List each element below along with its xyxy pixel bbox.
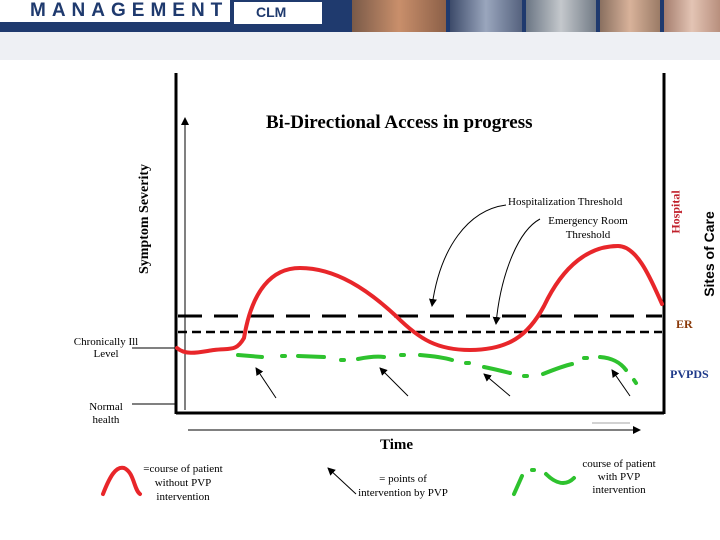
arrow-icon bbox=[327, 467, 357, 495]
normal-health-label: Normal health bbox=[89, 401, 123, 426]
intervention-arrows bbox=[255, 367, 631, 399]
legend-with-pvp: course of patient with PVP intervention bbox=[582, 458, 656, 496]
hospitalization-pointer bbox=[428, 204, 507, 307]
red-curve-icon bbox=[101, 465, 142, 496]
chronic-level-label: Chronically Ill Level bbox=[73, 336, 139, 360]
clinic-photo bbox=[526, 0, 596, 32]
er-site-label: ER bbox=[676, 317, 693, 331]
pvpds-site-label: PVPDS bbox=[670, 367, 709, 381]
hospital-site-label: Hospital bbox=[668, 190, 683, 234]
header-banner: MANAGEMENT CLM bbox=[0, 0, 720, 32]
bedside-photo bbox=[664, 0, 720, 32]
er-pointer bbox=[492, 218, 541, 325]
right-axis-label: Sites of Care bbox=[701, 211, 717, 297]
patient-photo bbox=[600, 0, 660, 32]
emergency-room-threshold-label: Emergency Room Threshold bbox=[548, 215, 628, 241]
course-with-pvp bbox=[236, 353, 638, 385]
care-photo bbox=[450, 0, 522, 32]
portrait-photo bbox=[352, 0, 446, 32]
legend-without-pvp: =course of patient without PVP intervent… bbox=[143, 463, 223, 503]
hospitalization-threshold-label: Hospitalization Threshold bbox=[508, 196, 623, 208]
y-axis-label: Symptom Severity bbox=[137, 163, 152, 275]
header-subbar bbox=[0, 32, 720, 60]
legend-intervention-points: = points of intervention by PVP bbox=[358, 473, 448, 499]
x-axis-label: Time bbox=[380, 437, 414, 453]
green-dashed-curve-icon bbox=[512, 468, 576, 496]
wordmark: MANAGEMENT bbox=[0, 0, 230, 22]
course-without-pvp bbox=[175, 243, 664, 355]
diagram-title: Bi-Directional Access in progress bbox=[266, 112, 533, 133]
clm-mark: CLM bbox=[232, 2, 322, 24]
